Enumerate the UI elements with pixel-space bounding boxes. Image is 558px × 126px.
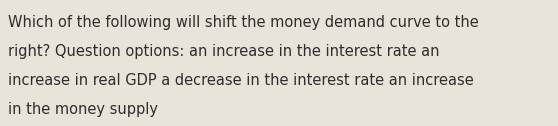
Text: increase in real GDP a decrease in the interest rate an increase: increase in real GDP a decrease in the i… [8,73,474,88]
Text: in the money supply: in the money supply [8,102,158,117]
Text: Which of the following will shift the money demand curve to the: Which of the following will shift the mo… [8,15,479,30]
Text: right? Question options: an increase in the interest rate an: right? Question options: an increase in … [8,44,440,59]
